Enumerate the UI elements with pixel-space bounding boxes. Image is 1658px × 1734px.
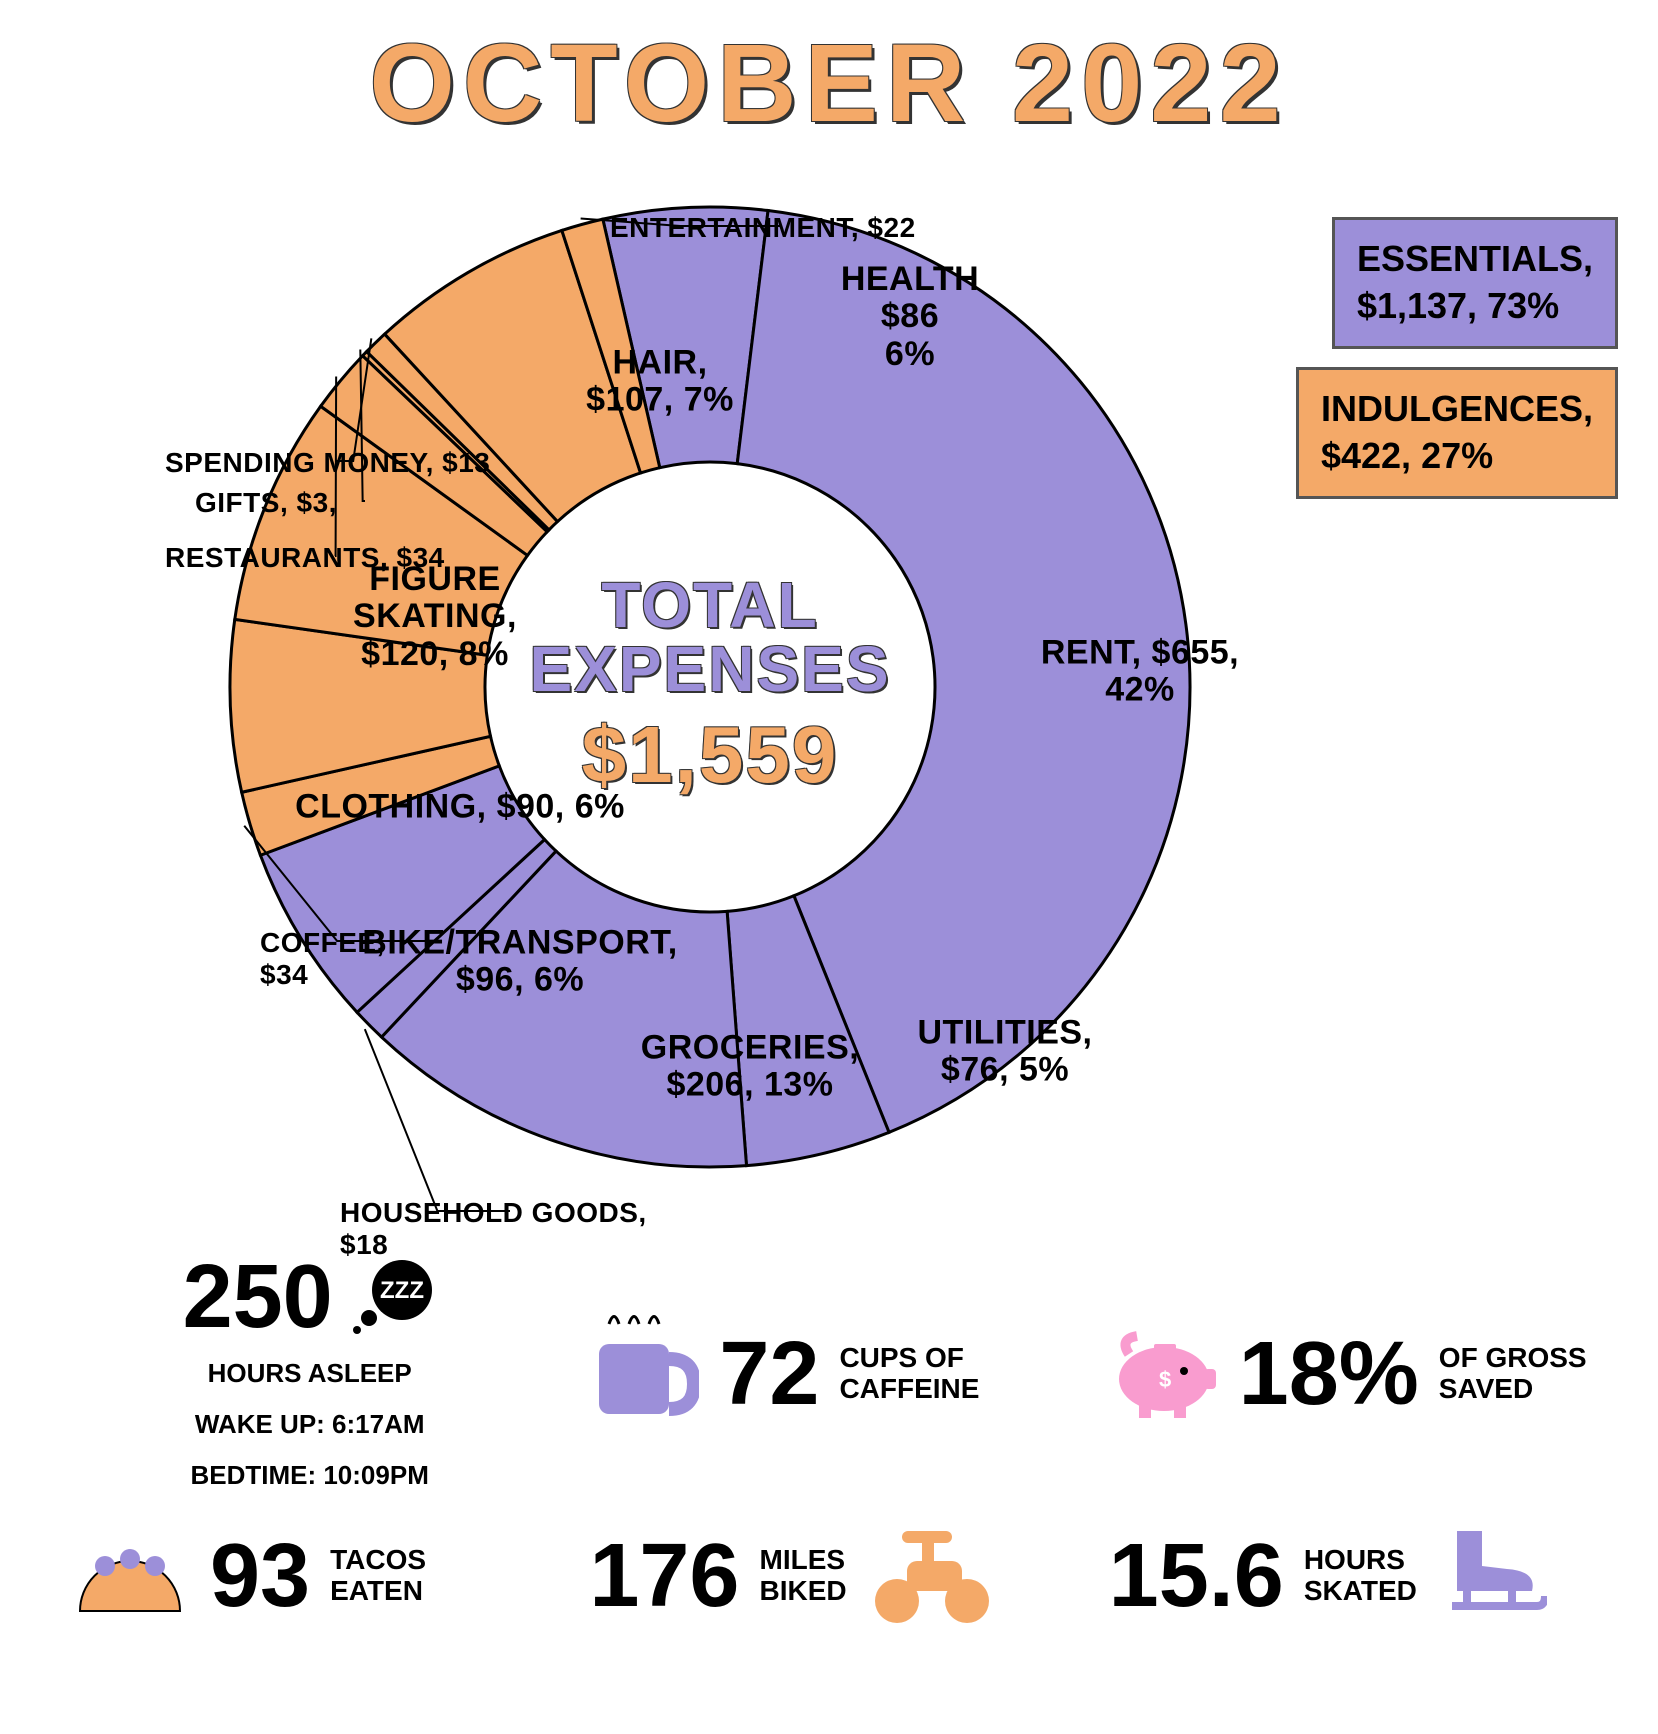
stat-skated-value: 15.6	[1109, 1536, 1284, 1617]
leader-coffee	[244, 826, 430, 941]
donut-chart-area: TOTAL EXPENSES $1,559 ESSENTIALS, $1,137…	[0, 157, 1658, 1257]
leader-restaurants	[335, 376, 336, 556]
stat-biked-unit2: BIKED	[760, 1576, 847, 1607]
stat-biked: 176 MILES BIKED	[589, 1521, 1068, 1631]
leader-lines	[0, 157, 1658, 1257]
stats-grid: 250 ZzZ HOURS ASLEEP WAKE UP: 6:17AM BED…	[70, 1257, 1588, 1631]
stat-caffeine-unit1: CUPS OF	[839, 1343, 979, 1374]
leader-household-goods	[365, 1029, 510, 1211]
taco-icon	[70, 1531, 190, 1621]
stat-caffeine-value: 72	[719, 1334, 819, 1415]
leader-entertainment	[581, 219, 780, 226]
svg-text:$: $	[1159, 1367, 1171, 1392]
stat-saved-value: 18%	[1239, 1334, 1419, 1415]
stat-sleep-unit: HOURS ASLEEP	[208, 1358, 412, 1389]
stat-saved-unit: OF GROSS SAVED	[1439, 1343, 1588, 1405]
stat-skated-unit2: SKATED	[1304, 1576, 1417, 1607]
stat-sleep-bed: BEDTIME: 10:09PM	[190, 1460, 428, 1491]
stat-tacos-unit1: TACOS	[330, 1545, 426, 1576]
stat-tacos: 93 TACOS EATEN	[70, 1521, 549, 1631]
stat-sleep-wake: WAKE UP: 6:17AM	[195, 1409, 425, 1440]
page-title: OCTOBER 2022	[0, 20, 1658, 147]
sleep-icon: ZzZ	[347, 1258, 437, 1338]
svg-text:ZzZ: ZzZ	[380, 1277, 424, 1304]
stat-biked-value: 176	[589, 1536, 739, 1617]
stat-biked-unit1: MILES	[760, 1545, 847, 1576]
stat-tacos-value: 93	[210, 1536, 310, 1617]
stat-caffeine-unit2: CAFFEINE	[839, 1374, 979, 1405]
bike-icon	[867, 1526, 997, 1626]
stat-skated-unit1: HOURS	[1304, 1545, 1417, 1576]
stat-skated: 15.6 HOURS SKATED	[1109, 1521, 1588, 1631]
skate-icon	[1437, 1521, 1547, 1631]
leader-spending-money	[335, 338, 371, 461]
stat-caffeine: 72 CUPS OF CAFFEINE	[589, 1257, 1068, 1491]
stat-sleep: 250 ZzZ HOURS ASLEEP WAKE UP: 6:17AM BED…	[70, 1257, 549, 1491]
stat-sleep-value: 250	[183, 1257, 333, 1338]
piggy-bank-icon: $	[1109, 1329, 1219, 1419]
leader-gifts	[360, 349, 365, 501]
stat-tacos-unit2: EATEN	[330, 1576, 426, 1607]
mug-icon	[589, 1314, 699, 1434]
stat-saved: $ 18% OF GROSS SAVED	[1109, 1257, 1588, 1491]
